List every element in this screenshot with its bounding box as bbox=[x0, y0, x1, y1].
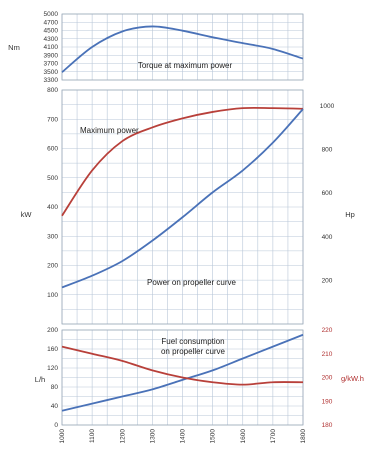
power-y-tick-label: 800 bbox=[47, 87, 58, 94]
power-y2-tick-label: 400 bbox=[322, 234, 333, 241]
torque-panel-frame bbox=[61, 13, 304, 81]
x-tick-label: 1700 bbox=[270, 429, 277, 444]
torque-y-tick-label: 4500 bbox=[44, 28, 59, 35]
power-y2-axis-label: Hp bbox=[345, 210, 355, 219]
fuel-panel-frame bbox=[61, 329, 304, 426]
fuel-y-tick-label: 0 bbox=[54, 422, 58, 429]
power-series-line bbox=[61, 106, 304, 217]
fuel-y2-tick-label: 220 bbox=[322, 327, 333, 334]
fuel-y-tick-label: 200 bbox=[47, 327, 58, 334]
fuel-y-tick-label: 80 bbox=[51, 384, 59, 391]
torque-y-axis-label: Nm bbox=[8, 43, 20, 52]
torque-y-tick-label: 4300 bbox=[44, 36, 59, 43]
power-y-tick-label: 600 bbox=[47, 146, 58, 153]
power-y-tick-label: 100 bbox=[47, 292, 58, 299]
power-y-tick-label: 500 bbox=[47, 175, 58, 182]
x-tick-label: 1000 bbox=[59, 429, 66, 444]
power-y2-tick-label: 200 bbox=[322, 277, 333, 284]
fuel-y2-tick-label: 210 bbox=[322, 351, 333, 358]
power-y-tick-label: 300 bbox=[47, 233, 58, 240]
power-y2-tick-label: 600 bbox=[322, 190, 333, 197]
fuel-y2-tick-label: 190 bbox=[322, 398, 333, 405]
torque-y-tick-label: 3900 bbox=[44, 52, 59, 59]
torque-y-tick-label: 3500 bbox=[44, 69, 59, 76]
x-tick-label: 1600 bbox=[240, 429, 247, 444]
power-y-axis-label: kW bbox=[21, 210, 33, 219]
torque-series-line bbox=[61, 25, 304, 73]
power-panel-frame bbox=[61, 89, 304, 325]
power-y-tick-label: 400 bbox=[47, 204, 58, 211]
power-y-tick-label: 200 bbox=[47, 263, 58, 270]
x-tick-label: 1300 bbox=[149, 429, 156, 444]
power-y-tick-label: 700 bbox=[47, 116, 58, 123]
fuel-annotation-line: on propeller curve bbox=[161, 347, 226, 356]
x-tick-label: 1400 bbox=[180, 429, 187, 444]
torque-y-tick-label: 4100 bbox=[44, 44, 59, 51]
fuel-series-line bbox=[61, 345, 304, 386]
propeller-power-annotation: Power on propeller curve bbox=[147, 278, 236, 287]
power-y2-tick-label: 800 bbox=[322, 147, 333, 154]
torque-y-tick-label: 4700 bbox=[44, 19, 59, 26]
fuel-y-tick-label: 160 bbox=[47, 346, 58, 353]
x-tick-label: 1500 bbox=[210, 429, 217, 444]
fuel-y-tick-label: 40 bbox=[51, 403, 59, 410]
power-series-line bbox=[61, 108, 304, 289]
fuel-y2-tick-label: 180 bbox=[322, 422, 333, 429]
max-power-annotation: Maximum power bbox=[80, 126, 139, 135]
x-tick-label: 1100 bbox=[89, 429, 96, 443]
x-tick-label: 1200 bbox=[119, 429, 126, 444]
torque-y-tick-label: 3300 bbox=[44, 77, 59, 84]
fuel-y-tick-label: 120 bbox=[47, 365, 58, 372]
x-tick-label: 1800 bbox=[300, 429, 307, 444]
torque-y-tick-label: 5000 bbox=[44, 11, 59, 18]
torque-annotation: Torque at maximum power bbox=[138, 61, 233, 70]
fuel-y-axis-label: L/h bbox=[35, 375, 45, 384]
fuel-y2-axis-label: g/kW.h bbox=[341, 374, 364, 383]
power-y2-tick-label: 1000 bbox=[320, 103, 335, 110]
fuel-y2-tick-label: 200 bbox=[322, 375, 333, 382]
torque-y-tick-label: 3700 bbox=[44, 61, 59, 68]
fuel-annotation-line: Fuel consumption bbox=[161, 337, 224, 346]
fuel-series-line bbox=[61, 333, 304, 412]
fuel-annotation: Fuel consumption on propeller curve bbox=[161, 337, 226, 356]
